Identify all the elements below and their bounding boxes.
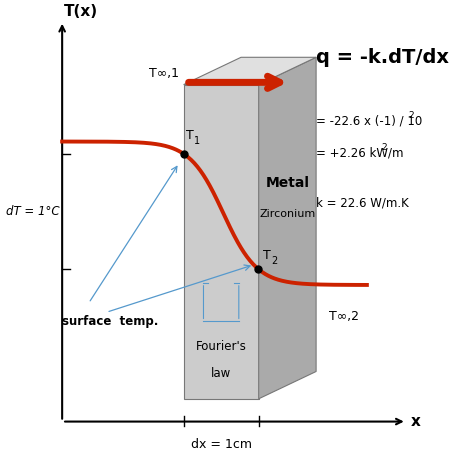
Text: 1: 1 (194, 136, 201, 146)
Text: dT = 1°C: dT = 1°C (6, 205, 60, 218)
Text: Fourier's: Fourier's (196, 340, 246, 353)
Text: 2: 2 (408, 111, 414, 120)
Text: T∞,2: T∞,2 (329, 311, 359, 323)
Text: q = -k.dT/dx: q = -k.dT/dx (316, 48, 449, 67)
Text: Zirconium: Zirconium (259, 209, 316, 219)
Polygon shape (183, 57, 316, 85)
Polygon shape (259, 57, 316, 399)
Text: 2: 2 (271, 256, 277, 266)
Text: Metal: Metal (265, 175, 310, 190)
Text: law: law (211, 367, 231, 380)
Polygon shape (183, 85, 259, 399)
Text: T∞,1: T∞,1 (149, 67, 179, 80)
Text: T(x): T(x) (64, 4, 99, 19)
Text: x: x (411, 414, 421, 429)
Text: = -22.6 x (-1) / 10: = -22.6 x (-1) / 10 (316, 114, 422, 127)
Text: k = 22.6 W/m.K: k = 22.6 W/m.K (316, 196, 409, 209)
Text: dx = 1cm: dx = 1cm (191, 437, 252, 451)
Text: 2: 2 (382, 143, 387, 152)
Text: = +2.26 kW/m: = +2.26 kW/m (316, 147, 403, 159)
Text: T: T (186, 130, 193, 142)
Text: surface  temp.: surface temp. (62, 315, 158, 328)
Text: T: T (263, 249, 271, 262)
